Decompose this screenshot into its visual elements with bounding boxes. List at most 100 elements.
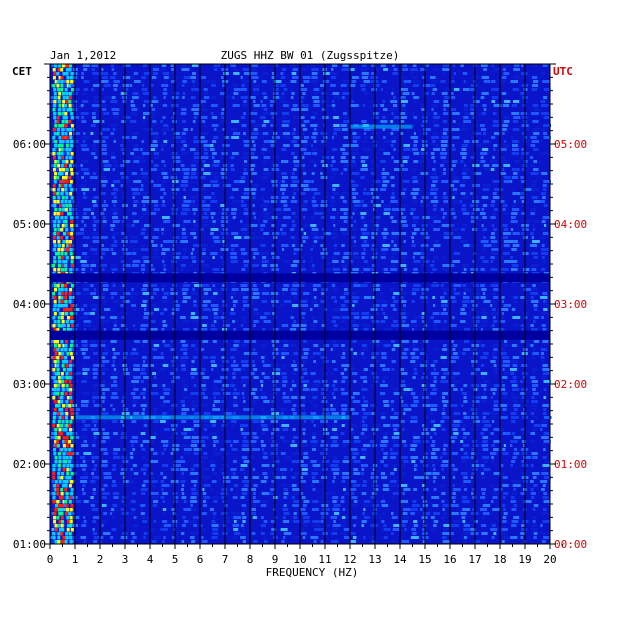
spectrogram-cell [332,188,336,191]
spectrogram-cell [173,320,179,323]
spectrogram-cell [193,452,199,455]
spectrogram-cell [140,264,145,267]
spectrogram-cell [122,224,131,227]
spectrogram-cell [511,248,517,251]
spectrogram-cell [442,416,450,419]
spectrogram-cell [281,124,289,127]
spectrogram-cell [500,268,509,271]
spectrogram-cell [233,344,239,347]
spectrogram-cell [391,532,394,535]
spectrogram-cell [271,180,278,183]
spectrogram-cell [282,396,290,399]
spectrogram-cell [503,72,510,75]
spectrogram-cell [181,140,186,143]
spectrogram-cell [212,184,220,187]
low-frequency-energy [64,348,68,352]
spectrogram-cell [430,412,433,415]
spectrogram-cell [82,368,90,371]
spectrogram-cell [340,208,349,211]
low-frequency-energy [60,292,64,296]
low-frequency-energy [54,528,58,532]
spectrogram-cell [173,112,176,115]
spectrogram-cell [102,220,107,223]
spectrogram-cell [381,308,384,311]
spectrogram-cell [350,224,354,227]
spectrogram-cell [393,116,402,119]
spectrogram-cell [150,264,153,267]
spectrogram-cell [391,92,394,95]
spectrogram-cell [73,132,80,135]
spectrogram-cell [170,440,177,443]
low-frequency-energy [69,392,73,396]
spectrogram-cell [281,92,285,95]
spectrogram-cell [250,136,258,139]
spectrogram-cell [480,64,488,67]
spectrogram-cell [183,388,188,391]
spectrogram-cell [181,232,186,235]
spectrogram-cell [180,136,186,139]
spectrogram-cell [281,424,289,427]
spectrogram-cell [80,308,84,311]
spectrogram-cell [410,192,419,195]
spectrogram-cell [543,136,551,139]
spectrogram-cell [101,68,104,71]
spectrogram-cell [51,456,56,459]
low-frequency-energy [56,284,60,288]
spectrogram-cell [412,64,417,67]
spectrogram-cell [383,228,388,231]
spectrogram-cell [492,448,499,451]
low-frequency-energy [65,320,69,324]
spectrogram-cell [421,156,427,159]
spectrogram-cell [141,412,145,415]
low-frequency-energy [70,144,74,148]
spectrogram-cell [241,104,248,107]
spectrogram-cell [50,96,56,99]
spectrogram-cell [100,264,107,267]
spectrogram-cell [133,144,139,147]
spectrogram-cell [361,72,369,75]
spectrogram-cell [440,164,444,167]
spectrogram-cell [101,292,106,295]
spectrogram-cell [542,368,551,371]
spectrogram-cell [100,104,108,107]
spectrogram-cell [380,320,386,323]
low-frequency-energy [68,212,72,216]
spectrogram-cell [113,196,117,199]
spectrogram-cell [201,284,210,287]
spectrogram-cell [452,352,458,355]
spectrogram-cell [83,472,88,475]
spectrogram-cell [182,224,186,227]
spectrogram-cell [310,116,316,119]
spectrogram-cell [292,304,299,307]
spectrogram-cell [433,320,441,323]
spectrogram-cell [220,364,226,367]
spectrogram-cell [371,372,377,375]
spectrogram-cell [341,480,346,483]
low-frequency-energy [53,240,57,244]
spectrogram-cell [501,308,509,311]
spectrogram-cell [342,472,349,475]
spectrogram-cell [471,360,478,363]
low-frequency-energy [60,68,64,72]
spectrogram-cell [502,384,505,387]
spectrogram-cell [402,412,406,415]
spectrogram-cell [130,392,136,395]
spectrogram-cell [352,300,358,303]
spectrogram-cell [481,396,487,399]
spectrogram-cell [290,288,298,291]
spectrogram-cell [203,184,211,187]
spectrogram-cell [400,420,405,423]
spectrogram-cell [231,208,237,211]
spectrogram-cell [503,116,510,119]
spectrogram-cell [243,152,251,155]
spectrogram-cell [162,216,170,219]
spectrogram-cell [531,76,538,79]
spectrogram-cell [171,144,174,147]
spectrogram-cell [92,368,98,371]
spectrogram-cell [331,68,334,71]
spectrogram-cell [502,124,509,127]
spectrogram-cell [133,148,139,151]
spectrogram-cell [232,300,238,303]
spectrogram-cell [472,260,476,263]
spectrogram-cell [62,128,70,131]
